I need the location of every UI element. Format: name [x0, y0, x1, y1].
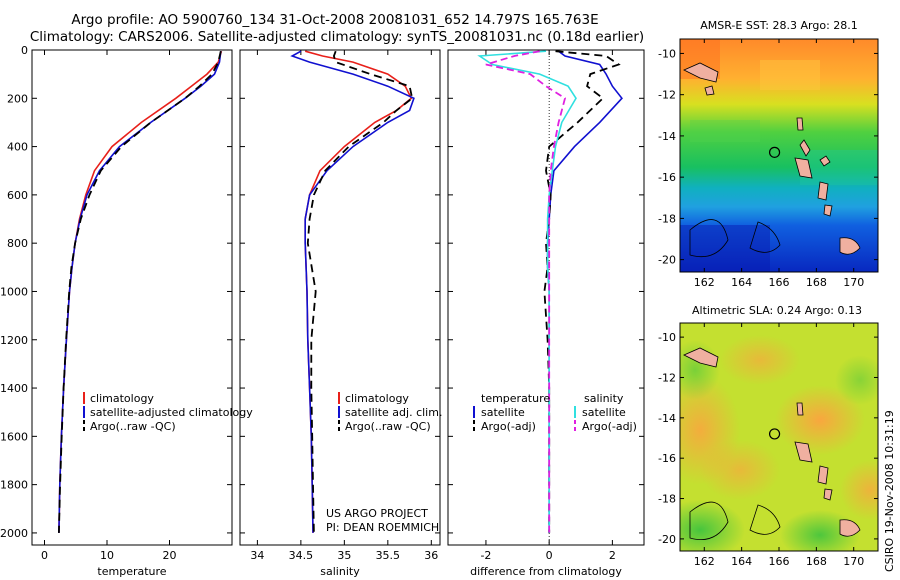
temperature-plot-frame [31, 49, 233, 546]
map-x-tick-label: 168 [806, 276, 827, 289]
map-x-tick-label: 170 [843, 276, 864, 289]
legend-label-climatology: climatology [90, 392, 154, 405]
series-line-blue [290, 50, 415, 533]
x-tick-label: 35.5 [376, 549, 401, 562]
y-tick-label: 1200 [0, 334, 28, 347]
series-line-cyan [477, 50, 577, 533]
y-tick-label: 1600 [0, 430, 28, 443]
map-y-tick-label: -10 [658, 331, 676, 344]
map-y-tick-label: -16 [658, 171, 676, 184]
x-tick-label: -2 [480, 549, 491, 562]
x-tick-label: 0 [546, 549, 553, 562]
map-y-tick-label: -12 [658, 89, 676, 102]
legend-header-salinity: salinity [584, 392, 624, 405]
x-tick-label: 34.5 [289, 549, 314, 562]
x-axis-label: difference from climatology [470, 565, 622, 578]
series-line-black [543, 50, 621, 533]
map-x-tick-label: 162 [694, 555, 715, 568]
project-credit: US ARGO PROJECT [326, 507, 428, 520]
map-x-tick-label: 166 [769, 276, 790, 289]
y-tick-label: 1400 [0, 382, 28, 395]
series-line-red [304, 50, 413, 533]
sla-map-image [680, 323, 878, 551]
x-tick-label: 10 [100, 549, 114, 562]
sla-map-axes: 162 164 166 168 170 -10 -12 -14 -16 -18 -20 [658, 323, 878, 568]
series-line-black [58, 50, 222, 533]
series-line-red [58, 50, 223, 533]
sla-map-title: Altimetric SLA: 0.24 Argo: 0.13 [692, 304, 862, 317]
map-y-tick-label: -20 [658, 254, 676, 267]
salinity-legend: climatology satellite adj. clim. Argo(..… [338, 392, 442, 433]
legend-label-climatology: climatology [345, 392, 409, 405]
series-line-black [306, 50, 414, 533]
legend-header-temperature: temperature [481, 392, 550, 405]
y-tick-label: 2000 [0, 527, 28, 540]
y-tick-label: 600 [7, 189, 28, 202]
map-x-tick-label: 166 [769, 555, 790, 568]
legend-label-temp-satellite: satellite [481, 406, 525, 419]
map-y-tick-label: -16 [658, 452, 676, 465]
difference-legend: temperature salinity satellite Argo(-adj… [473, 392, 637, 433]
map-x-tick-label: 170 [843, 555, 864, 568]
difference-plot-frame [447, 49, 645, 546]
x-axis-label: salinity [320, 565, 360, 578]
timestamp-stamp: CSIRO 19-Nov-2008 10:31:19 [883, 410, 896, 572]
map-y-tick-label: -10 [658, 47, 676, 60]
map-x-tick-label: 162 [694, 276, 715, 289]
sst-map-title: AMSR-E SST: 28.3 Argo: 28.1 [700, 19, 858, 32]
series-line-magenta [485, 50, 567, 533]
legend-label-satellite-adjusted: satellite-adjusted climatology [90, 406, 253, 419]
x-tick-label: 2 [609, 549, 616, 562]
map-y-tick-label: -18 [658, 493, 676, 506]
map-x-tick-label: 164 [731, 555, 752, 568]
argo-marker-circle [768, 146, 781, 158]
y-tick-label: 400 [7, 141, 28, 154]
y-tick-label: 800 [7, 237, 28, 250]
x-tick-label: 35 [337, 549, 351, 562]
map-y-tick-label: -18 [658, 212, 676, 225]
legend-label-sal-satellite: satellite [582, 406, 626, 419]
axes-layer: 0 10 20temperature020040060080010001200140… [0, 44, 644, 578]
legend-label-argo: Argo(..raw -QC) [90, 420, 176, 433]
map-y-tick-label: -20 [658, 533, 676, 546]
salinity-plot-frame [239, 49, 441, 546]
header-line-2: Climatology: CARS2006. Satellite-adjuste… [30, 29, 644, 45]
x-tick-label: 36 [424, 549, 438, 562]
argo-position-marker [768, 146, 781, 158]
x-tick-label: 0 [41, 549, 48, 562]
y-tick-label: 1800 [0, 479, 28, 492]
x-tick-label: 20 [163, 549, 177, 562]
temperature-legend: climatology satellite-adjusted climatolo… [83, 392, 253, 433]
legend-label-temp-argo: Argo(-adj) [481, 420, 536, 433]
y-tick-label: 200 [7, 92, 28, 105]
sst-map-axes: 162 164 166 168 170 -10 -12 -14 -16 -18 -20 [658, 39, 878, 289]
profile-lines [58, 50, 623, 533]
map-y-tick-label: -12 [658, 371, 676, 384]
map-y-tick-label: -14 [658, 130, 676, 143]
argo-marker-circle [768, 428, 781, 440]
pi-credit: PI: DEAN ROEMMICH [326, 521, 439, 534]
legend-label-argo: Argo(..raw -QC) [345, 420, 431, 433]
map-x-tick-label: 164 [731, 276, 752, 289]
x-axis-label: temperature [97, 565, 166, 578]
legend-label-sal-argo: Argo(-adj) [582, 420, 637, 433]
argo-position-marker [768, 428, 781, 440]
map-x-tick-label: 168 [806, 555, 827, 568]
header-line-1: Argo profile: AO 5900760_134 31-Oct-2008… [71, 12, 598, 28]
y-tick-label: 1000 [0, 285, 28, 298]
y-tick-label: 0 [21, 44, 28, 57]
x-tick-label: 34 [250, 549, 264, 562]
legend-label-satellite-adj: satellite adj. clim. [345, 406, 442, 419]
map-y-tick-label: -14 [658, 412, 676, 425]
